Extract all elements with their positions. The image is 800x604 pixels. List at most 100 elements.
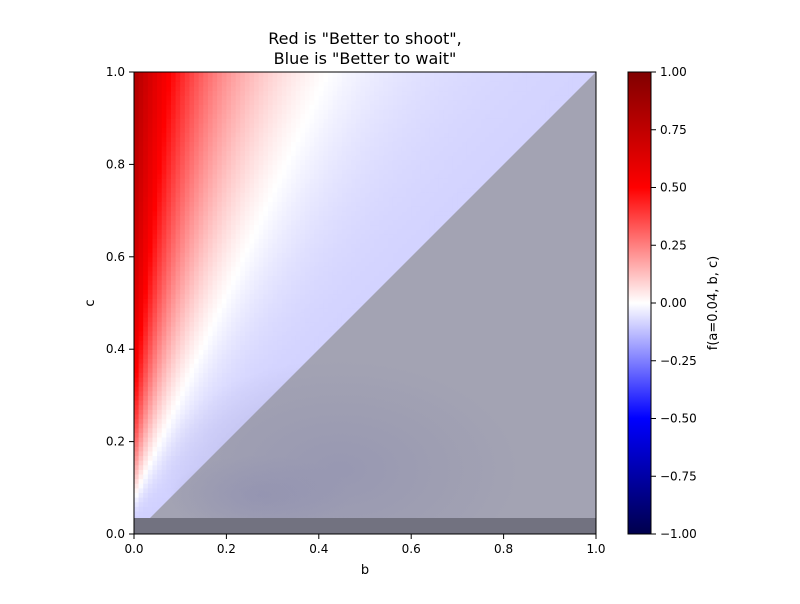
heatmap-cell [143, 390, 149, 396]
heatmap-cell [291, 358, 297, 364]
heatmap-cell [157, 145, 163, 152]
heatmap-cell [189, 132, 195, 138]
heatmap-cell [328, 312, 334, 318]
heatmap-cell [143, 358, 149, 364]
heatmap-cell [235, 104, 241, 110]
heatmap-cell [258, 298, 264, 304]
heatmap-cell [323, 104, 329, 110]
heatmap-cell [212, 326, 218, 332]
heatmap-cell [254, 122, 260, 129]
heatmap-cell [134, 219, 140, 226]
heatmap-cell [207, 164, 214, 170]
heatmap-cell [355, 224, 361, 230]
heatmap-cell [263, 205, 269, 212]
heatmap-cell [235, 118, 241, 124]
heatmap-cell [170, 99, 177, 105]
heatmap-cell [244, 108, 251, 115]
heatmap-cell [341, 215, 348, 221]
heatmap-cell [207, 205, 214, 212]
heatmap-cell [258, 196, 264, 202]
heatmap-cell [147, 270, 154, 276]
heatmap-cell [346, 298, 352, 304]
heatmap-cell [134, 316, 140, 323]
heatmap-cell [332, 99, 338, 105]
heatmap-cell [272, 312, 278, 318]
heatmap-cell [258, 339, 264, 346]
heatmap-cell [170, 224, 177, 230]
heatmap-cell [328, 316, 334, 323]
heatmap-cell [281, 284, 288, 290]
heatmap-cell [143, 261, 149, 267]
heatmap-cell [254, 335, 260, 341]
heatmap-cell [240, 205, 246, 212]
heatmap-cell [323, 90, 329, 96]
heatmap-cell [263, 155, 269, 161]
heatmap-cell [152, 418, 158, 424]
heatmap-cell [189, 312, 195, 318]
heatmap-cell [355, 205, 361, 212]
heatmap-cell [203, 284, 209, 290]
heatmap-cell [263, 326, 269, 332]
heatmap-cell [147, 316, 154, 323]
heatmap-cell [277, 118, 283, 124]
heatmap-cell [189, 349, 195, 355]
heatmap-cell [166, 400, 172, 406]
heatmap-cell [152, 344, 158, 350]
heatmap-cell [240, 335, 246, 341]
heatmap-cell [291, 229, 297, 235]
heatmap-cell [189, 136, 195, 142]
heatmap-cell [286, 279, 292, 286]
heatmap-cell [166, 284, 172, 290]
heatmap-cell [291, 150, 297, 156]
heatmap-cell [351, 293, 357, 299]
heatmap-cell [203, 266, 209, 272]
heatmap-cell [147, 381, 154, 387]
heatmap-cell [346, 132, 352, 138]
heatmap-cell [203, 261, 209, 267]
heatmap-cell [267, 205, 274, 212]
heatmap-cell [217, 247, 223, 253]
heatmap-cell [152, 145, 158, 152]
heatmap-cell [263, 256, 269, 263]
heatmap-cell [147, 483, 154, 489]
heatmap-cell [309, 298, 315, 304]
heatmap-cell [328, 192, 334, 198]
heatmap-cell [351, 270, 357, 276]
heatmap-cell [147, 215, 154, 221]
heatmap-cell [351, 76, 357, 82]
heatmap-cell [235, 192, 241, 198]
heatmap-cell [240, 201, 246, 207]
heatmap-cell [207, 238, 214, 244]
heatmap-cell [152, 293, 158, 299]
heatmap-cell [249, 233, 255, 239]
heatmap-cell [221, 233, 227, 239]
heatmap-cell [304, 275, 311, 281]
heatmap-cell [281, 85, 288, 92]
heatmap-cell [161, 321, 167, 327]
heatmap-cell [203, 242, 209, 249]
heatmap-cell [267, 155, 274, 161]
heatmap-cell [157, 483, 163, 489]
heatmap-cell [254, 72, 260, 78]
heatmap-cell [267, 136, 274, 142]
heatmap-cell [254, 136, 260, 142]
heatmap-cell [360, 266, 366, 272]
heatmap-cell [355, 81, 361, 87]
heatmap-cell [300, 247, 306, 253]
heatmap-cell [267, 330, 274, 336]
heatmap-cell [286, 247, 292, 253]
heatmap-cell [249, 330, 255, 336]
heatmap-cell [226, 298, 232, 304]
heatmap-cell [198, 205, 204, 212]
heatmap-cell [263, 173, 269, 179]
heatmap-cell [184, 321, 191, 327]
heatmap-cell [323, 132, 329, 138]
heatmap-cell [240, 95, 246, 101]
heatmap-cell [175, 219, 181, 226]
heatmap-cell [337, 275, 343, 281]
heatmap-cell [180, 353, 186, 360]
heatmap-cell [244, 363, 251, 369]
heatmap-cell [161, 256, 167, 263]
heatmap-cell [194, 141, 200, 147]
heatmap-cell [304, 238, 311, 244]
